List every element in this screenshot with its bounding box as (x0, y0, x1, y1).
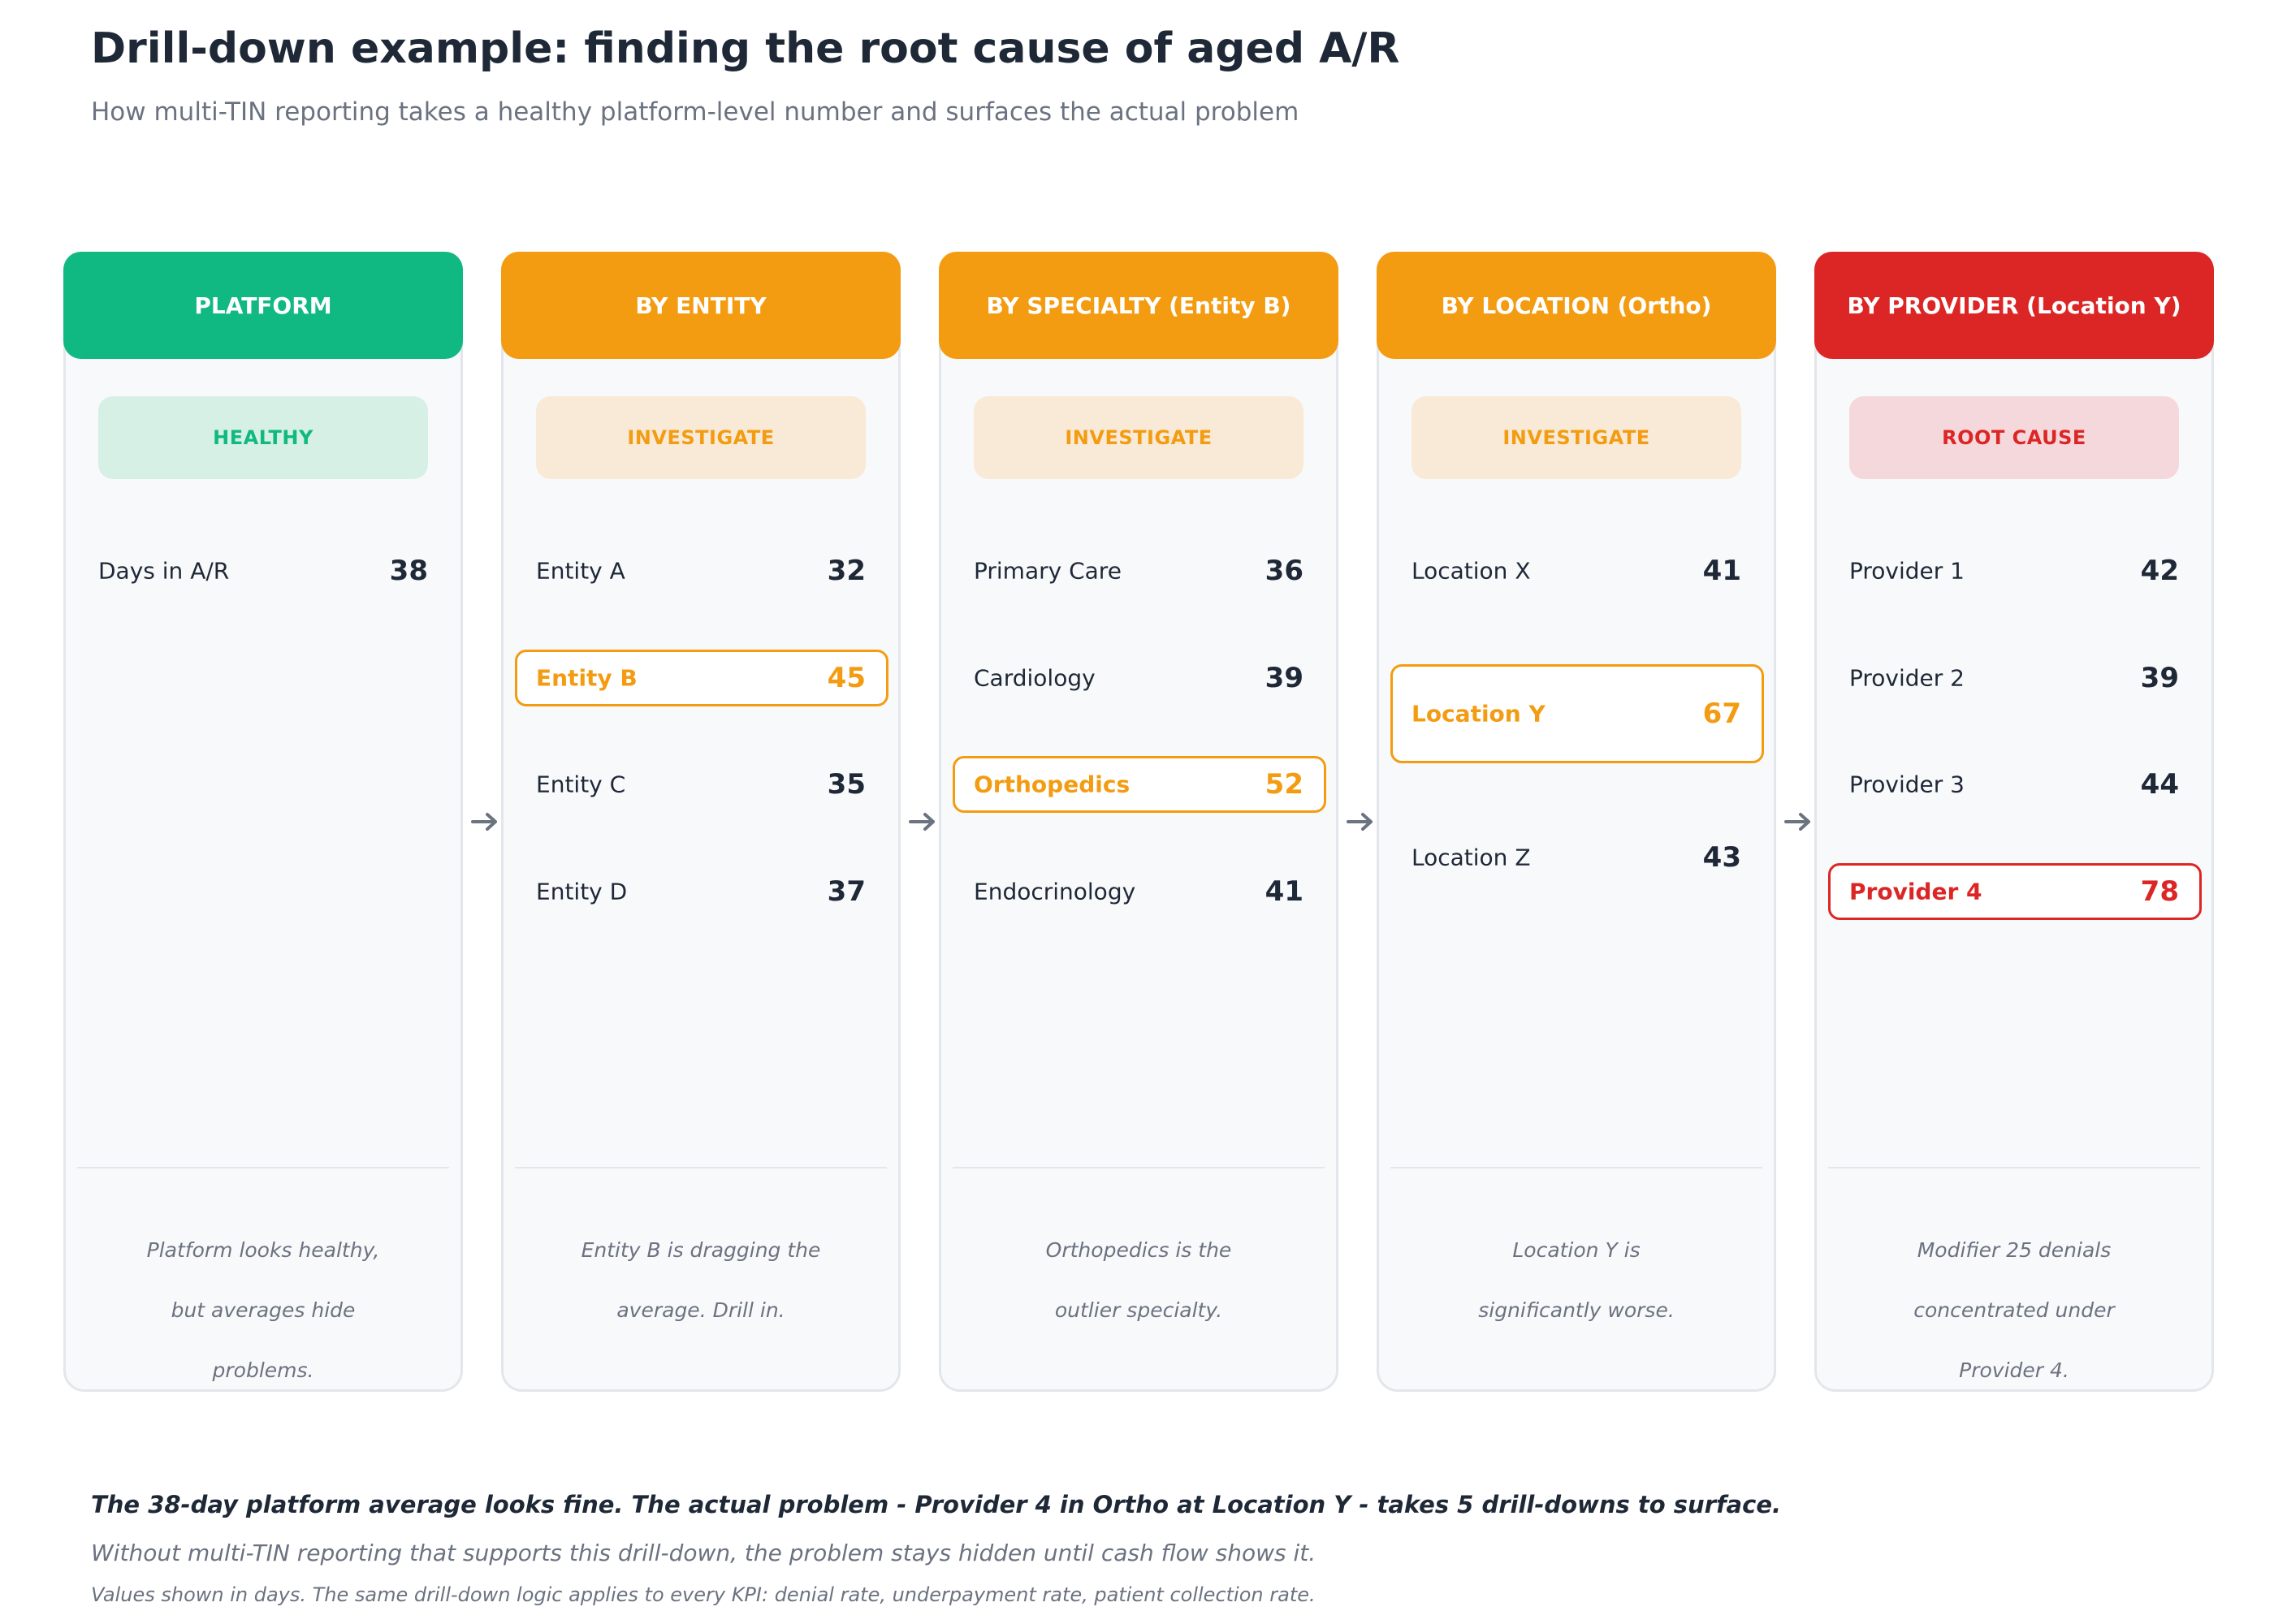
stage-card: PLATFORM HEALTHY Days in A/R 38 Platform loo… (63, 252, 463, 1392)
metric-value: 42 (2140, 555, 2179, 587)
note-line: significantly worse. (1478, 1298, 1675, 1322)
metric-value: 67 (1702, 698, 1741, 730)
note-line: Provider 4. (1959, 1358, 2069, 1382)
metric-label: Provider 2 (1849, 664, 1965, 692)
metric-label: Provider 1 (1849, 557, 1965, 585)
stage-note: Platform looks healthy, but averages hide… (98, 1220, 428, 1401)
page-subtitle: How multi-TIN reporting takes a healthy … (91, 97, 1299, 127)
card-divider (515, 1167, 887, 1168)
note-line: average. Drill in. (616, 1298, 785, 1322)
metric-value: 38 (389, 555, 428, 587)
metric-row: Entity D 37 (536, 863, 866, 920)
metric-label: Entity C (536, 771, 626, 798)
note-line: Modifier 25 denials (1917, 1238, 2112, 1262)
stage-header: BY ENTITY (501, 252, 901, 359)
metric-label: Entity D (536, 878, 628, 905)
metric-label: Orthopedics (974, 771, 1131, 798)
metric-value: 35 (827, 768, 866, 801)
metric-value: 45 (827, 662, 866, 694)
highlighted-metric-row: Provider 4 78 (1828, 863, 2202, 920)
metric-value: 32 (827, 555, 866, 587)
metric-value: 36 (1265, 555, 1303, 587)
stage-note: Entity B is dragging the average. Drill i… (536, 1220, 866, 1341)
metric-row: Endocrinology 41 (974, 863, 1303, 920)
card-divider (953, 1167, 1325, 1168)
metric-row: Provider 3 44 (1849, 756, 2179, 813)
metric-label: Entity B (536, 664, 638, 692)
note-line: Entity B is dragging the (581, 1238, 821, 1262)
footer-headline: The 38-day platform average looks fine. … (91, 1491, 1782, 1518)
note-line: but averages hide (171, 1298, 356, 1322)
metric-label: Endocrinology (974, 878, 1136, 905)
stage-note: Modifier 25 denials concentrated under Pro… (1849, 1220, 2179, 1401)
metric-value: 37 (827, 875, 866, 908)
metric-value: 39 (1265, 662, 1303, 694)
stage-note: Location Y is significantly worse. (1412, 1220, 1741, 1341)
metric-row: Days in A/R 38 (98, 542, 428, 599)
metric-value: 39 (2140, 662, 2179, 694)
highlight-box (515, 650, 888, 706)
metric-row: Location X 41 (1412, 542, 1741, 599)
highlight-box (953, 756, 1326, 813)
note-line: outlier specialty. (1054, 1298, 1223, 1322)
metric-row: Primary Care 36 (974, 542, 1303, 599)
status-badge: INVESTIGATE (536, 396, 866, 479)
metric-value: 43 (1702, 841, 1741, 874)
note-line: Platform looks healthy, (146, 1238, 380, 1262)
note-line: Location Y is (1512, 1238, 1641, 1262)
metric-label: Entity A (536, 557, 625, 585)
highlighted-metric-row: Entity B 45 (515, 650, 888, 706)
metric-row: Provider 1 42 (1849, 542, 2179, 599)
metric-label: Provider 4 (1849, 878, 1982, 905)
card-divider (1390, 1167, 1762, 1168)
highlighted-metric-row: Location Y 67 (1390, 664, 1764, 763)
status-badge: ROOT CAUSE (1849, 396, 2179, 479)
metric-value: 41 (1702, 555, 1741, 587)
status-badge: INVESTIGATE (1412, 396, 1741, 479)
arrow-right-icon (1347, 813, 1373, 831)
metric-row: Entity A 32 (536, 542, 866, 599)
stage-card: BY SPECIALTY (Entity B) INVESTIGATE Primar… (939, 252, 1338, 1392)
stage-card: BY PROVIDER (Location Y) ROOT CAUSE Provid… (1814, 252, 2214, 1392)
highlighted-metric-row: Orthopedics 52 (953, 756, 1326, 813)
highlight-box (1390, 664, 1764, 763)
page-title: Drill-down example: finding the root cau… (91, 24, 1400, 73)
metric-row: Provider 2 39 (1849, 650, 2179, 706)
metric-value: 44 (2140, 768, 2179, 801)
stage-card: BY LOCATION (Ortho) INVESTIGATE Location X… (1377, 252, 1776, 1392)
footer-footnote: Values shown in days. The same drill-dow… (91, 1583, 1316, 1606)
metric-label: Location Z (1412, 844, 1531, 871)
metric-label: Location X (1412, 557, 1531, 585)
stage-note: Orthopedics is the outlier specialty. (974, 1220, 1303, 1341)
note-line: problems. (212, 1358, 314, 1382)
arrow-right-icon (1784, 813, 1810, 831)
metric-label: Days in A/R (98, 557, 230, 585)
metric-row: Location Z 43 (1412, 829, 1741, 886)
stage-header: BY SPECIALTY (Entity B) (939, 252, 1338, 359)
stage-header: PLATFORM (63, 252, 463, 359)
note-line: Orthopedics is the (1045, 1238, 1232, 1262)
metric-label: Location Y (1412, 700, 1546, 728)
note-line: concentrated under (1913, 1298, 2115, 1322)
metric-row: Entity C 35 (536, 756, 866, 813)
stage-header: BY PROVIDER (Location Y) (1814, 252, 2214, 359)
metric-row: Cardiology 39 (974, 650, 1303, 706)
stage-header: BY LOCATION (Ortho) (1377, 252, 1776, 359)
status-badge: INVESTIGATE (974, 396, 1303, 479)
highlight-box (1828, 863, 2202, 920)
metric-label: Provider 3 (1849, 771, 1965, 798)
metric-value: 41 (1265, 875, 1303, 908)
arrow-right-icon (909, 813, 935, 831)
metric-value: 52 (1265, 768, 1303, 801)
status-badge: HEALTHY (98, 396, 428, 479)
metric-label: Primary Care (974, 557, 1122, 585)
card-divider (1828, 1167, 2200, 1168)
metric-label: Cardiology (974, 664, 1096, 692)
footer-subline: Without multi-TIN reporting that support… (91, 1540, 1316, 1566)
card-divider (77, 1167, 449, 1168)
stage-card: BY ENTITY INVESTIGATE Entity A 32 Entity B 45… (501, 252, 901, 1392)
metric-value: 78 (2140, 875, 2179, 908)
arrow-right-icon (471, 813, 497, 831)
